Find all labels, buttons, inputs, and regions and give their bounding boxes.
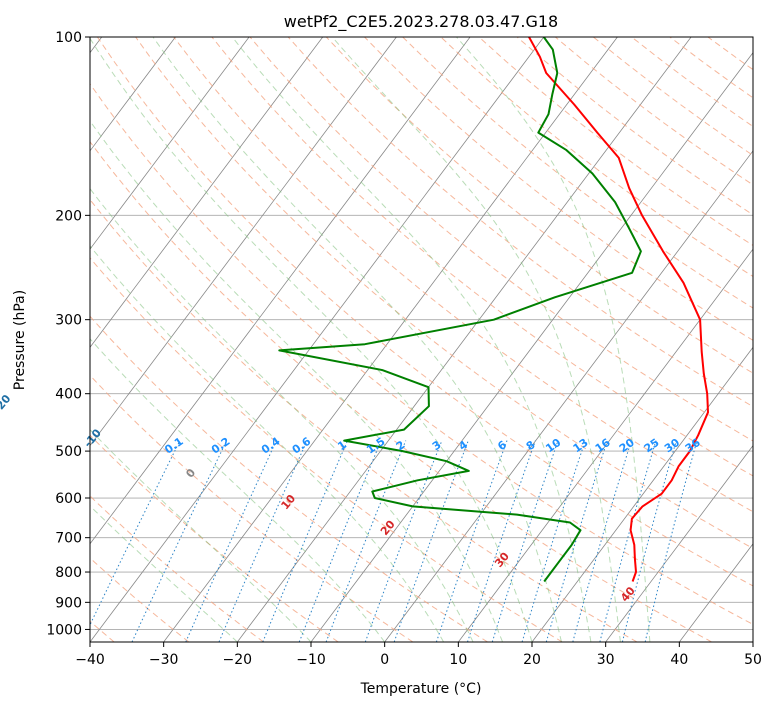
mixing-ratio-line	[572, 440, 632, 642]
moist-adiabat	[90, 120, 503, 642]
dry-adiabat	[211, 37, 753, 477]
moist-adiabat	[90, 338, 386, 642]
mixing-ratio-line	[491, 440, 559, 642]
x-tick-label: 40	[670, 652, 688, 668]
dry-adiabat	[90, 83, 753, 625]
y-tick-label: 700	[55, 531, 82, 547]
isotherm	[90, 37, 471, 545]
mixing-ratio-line	[218, 440, 308, 642]
isotherm	[90, 37, 324, 348]
x-tick-label: 10	[449, 652, 467, 668]
mixing-ratio-line	[521, 440, 586, 642]
y-tick-label: 1000	[46, 622, 82, 638]
y-axis-title: Pressure (hPa)	[12, 290, 28, 390]
dry-adiabat	[173, 37, 753, 513]
y-tick-label: 800	[55, 565, 82, 581]
isotherm	[384, 150, 753, 642]
moist-adiabat	[331, 37, 621, 642]
x-tick-label: −10	[296, 652, 326, 668]
y-tick-label: 500	[55, 444, 82, 460]
isotherm	[310, 51, 753, 642]
dry-adiabat	[402, 37, 753, 309]
dry-adiabat	[249, 37, 753, 442]
sounding-series	[278, 37, 709, 583]
chart-title: wetPf2_C2E5.2023.278.03.47.G18	[284, 12, 558, 32]
moist-adiabat	[456, 37, 651, 642]
isotherm	[90, 37, 397, 447]
axes: −40 −30 −20 −10 0 10 20 30 40 50 100 200 300 400 500 60…	[46, 30, 762, 668]
mixing-ratio-line	[545, 440, 608, 642]
x-tick-label: −30	[149, 652, 179, 668]
dry-adiabat	[364, 37, 753, 341]
mixing-ratio-line	[393, 440, 469, 642]
dry-adiabat	[96, 37, 753, 587]
mixing-ratio-line	[621, 440, 677, 642]
isotherm	[90, 37, 545, 642]
x-axis-title: Temperature (°C)	[360, 681, 482, 697]
x-tick-label: −20	[223, 652, 253, 668]
isotherm	[90, 37, 176, 152]
mixing-ratio-line	[435, 440, 508, 642]
moist-adiabat	[90, 37, 533, 642]
plot-frame	[89, 36, 754, 643]
isotherm	[605, 444, 753, 642]
x-tick-label: −40	[75, 652, 105, 668]
x-tick-label: 20	[523, 652, 541, 668]
y-tick-label: 100	[55, 30, 82, 46]
y-tick-label: 600	[55, 491, 82, 507]
mixing-ratio-line	[90, 440, 181, 626]
mixing-ratio-line	[644, 440, 698, 642]
dry-adiabat	[90, 198, 638, 642]
dry-adiabat	[135, 37, 753, 550]
isotherm	[531, 346, 753, 642]
isotherm	[237, 37, 692, 642]
y-tick-label: 900	[55, 595, 82, 611]
mixing-ratio-line	[185, 440, 277, 642]
temperature-line	[528, 37, 709, 582]
dry-adiabat	[90, 257, 563, 642]
dry-adiabat	[90, 140, 712, 642]
dry-adiabat	[90, 374, 414, 642]
mixing-ratio-line	[262, 440, 348, 642]
moist-adiabat	[90, 428, 312, 642]
moist-adiabat	[90, 505, 238, 642]
moist-adiabat	[90, 187, 474, 642]
y-tick-label: 300	[55, 313, 82, 329]
x-tick-label: 0	[380, 652, 389, 668]
isotherm	[90, 37, 250, 250]
x-tick-label: 50	[744, 652, 762, 668]
moist-adiabat	[152, 37, 562, 642]
dewpoint-line	[278, 37, 642, 583]
y-tick-label: 400	[55, 387, 82, 403]
mixing-ratio-line	[599, 440, 657, 642]
x-tick-label: 30	[597, 652, 615, 668]
moist-adiabat	[231, 37, 592, 642]
y-tick-label: 200	[55, 208, 82, 224]
